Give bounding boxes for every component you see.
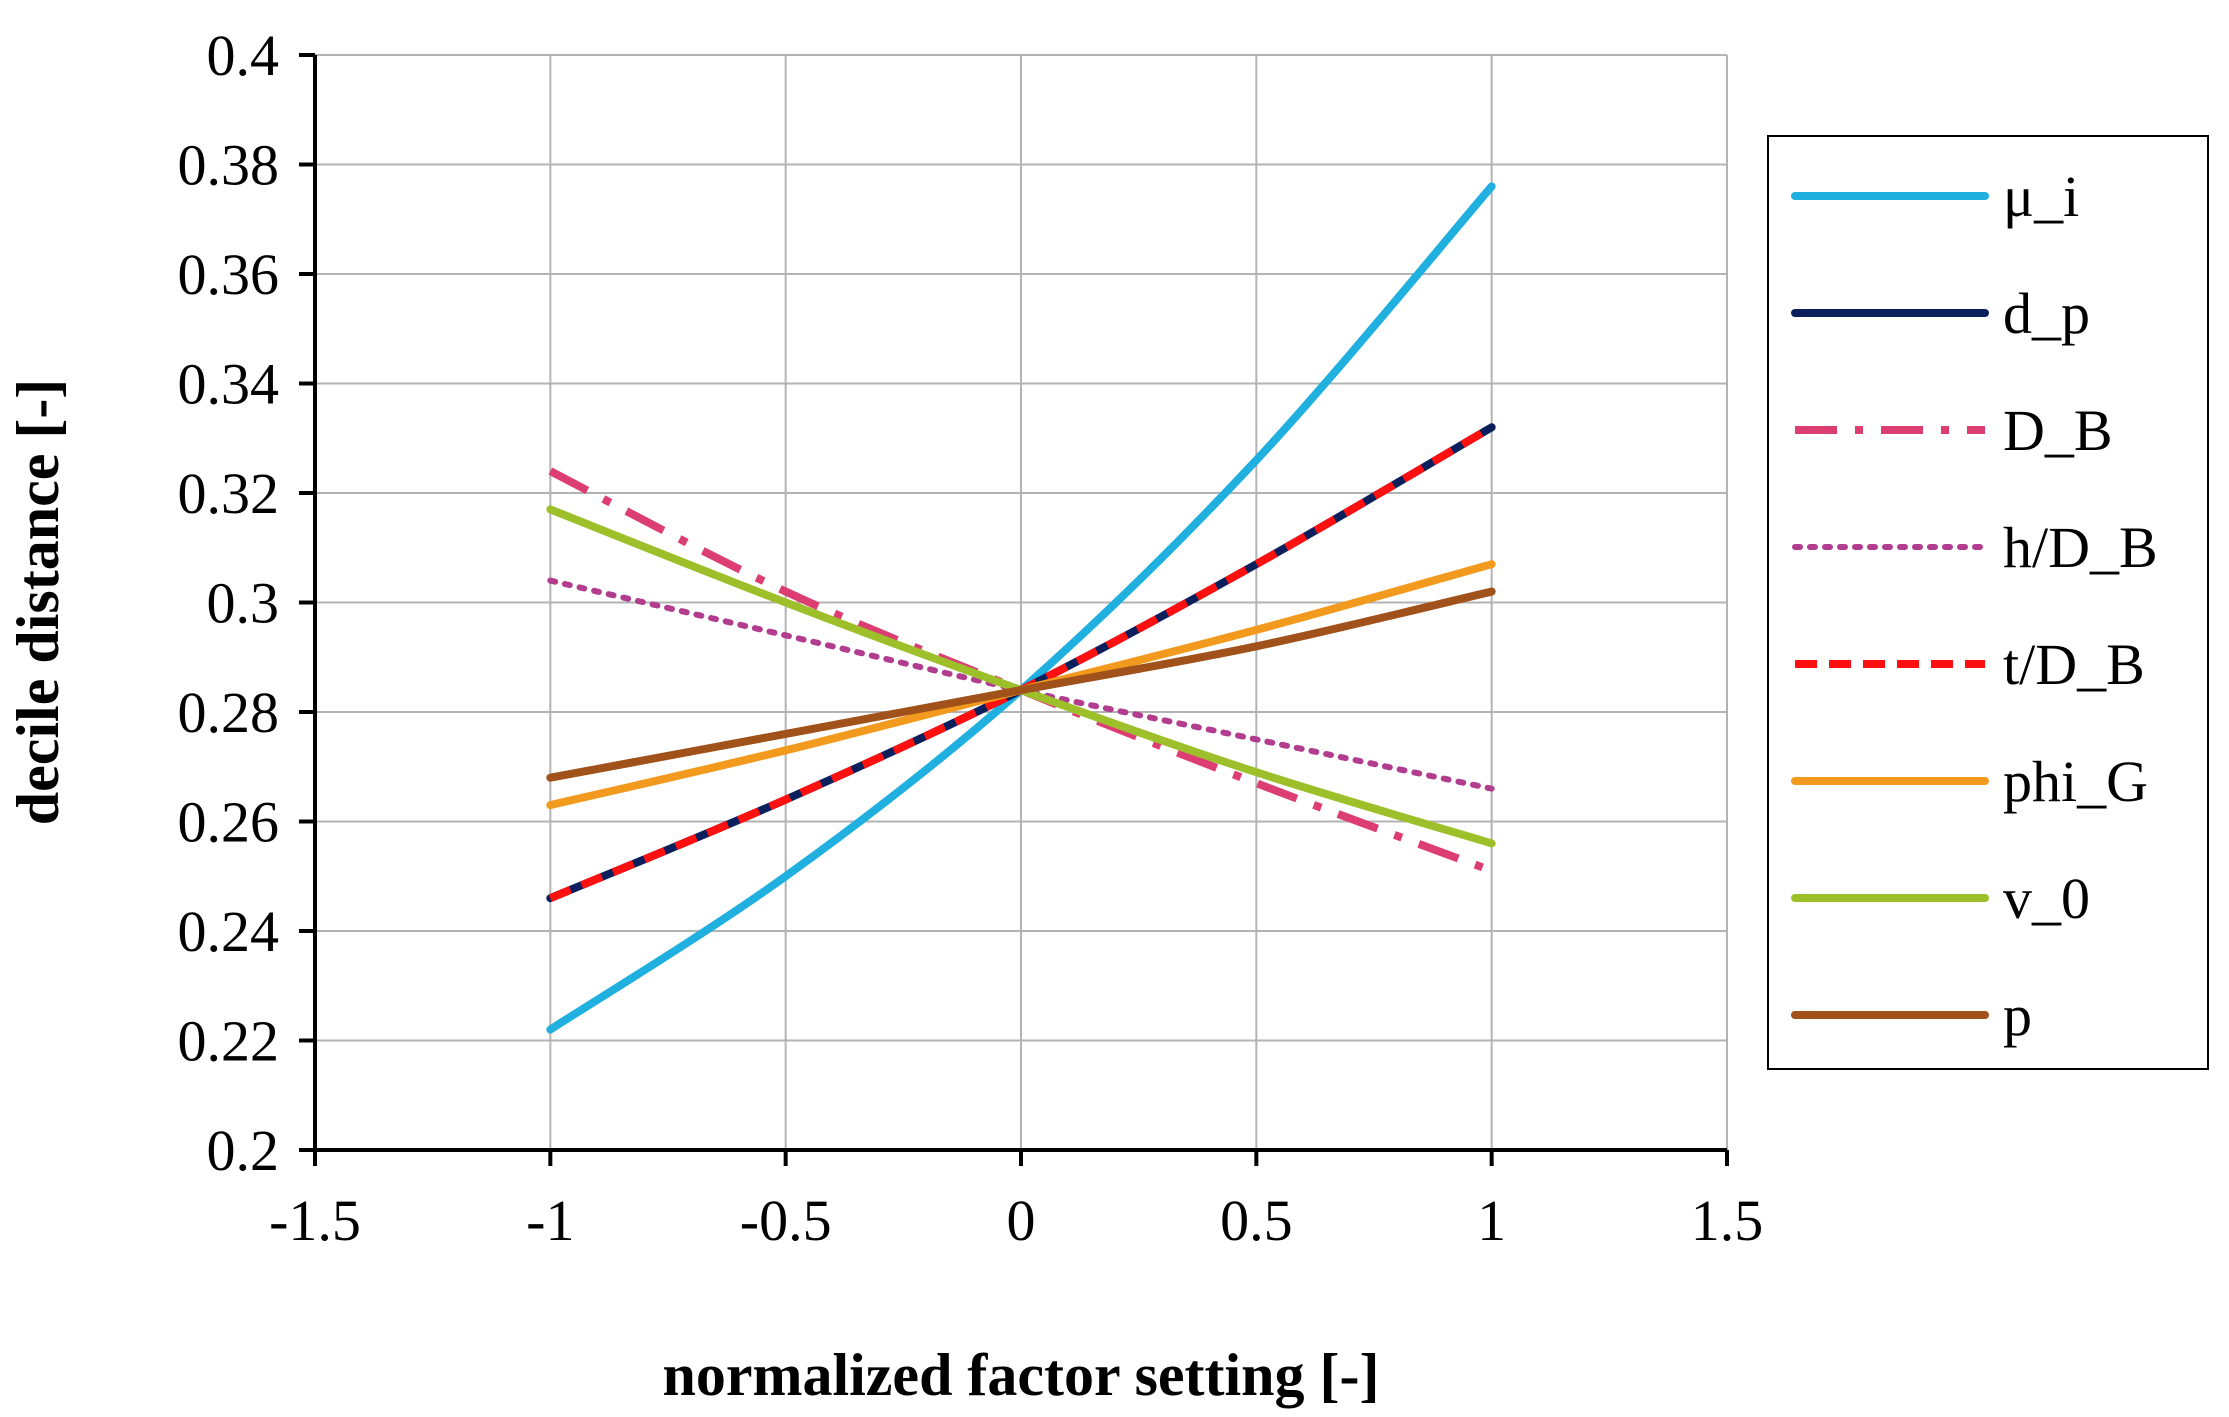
x-tick-label-5: 1 — [1477, 1188, 1506, 1253]
legend-label-1: d_p — [2003, 281, 2090, 346]
legend-label-2: D_B — [2003, 398, 2113, 463]
legend: μ_i d_p D_B h/D_B t/D_B phi_G v_0p — [1767, 135, 2209, 1070]
y-tick-label-1: 0.22 — [178, 1009, 280, 1074]
legend-label-4: t/D_B — [2003, 632, 2145, 697]
x-axis-title: normalized factor setting [-] — [662, 1342, 1379, 1408]
legend-label-5: phi_G — [2003, 749, 2148, 814]
y-tick-label-6: 0.32 — [178, 461, 280, 526]
y-tick-label-3: 0.26 — [178, 790, 280, 855]
legend-box — [1767, 135, 2209, 1070]
x-tick-label-4: 0.5 — [1220, 1188, 1293, 1253]
y-tick-label-0: 0.2 — [207, 1118, 280, 1183]
y-tick-label-5: 0.3 — [207, 571, 280, 636]
gridlines — [315, 54, 1728, 1150]
series-line-0 — [546, 182, 1496, 1034]
legend-label-3: h/D_B — [2003, 515, 2158, 580]
legend-label-7: p — [2003, 983, 2032, 1048]
x-tick-label-6: 1.5 — [1691, 1188, 1764, 1253]
legend-label-6: v_0 — [2003, 866, 2090, 931]
y-tick-label-10: 0.4 — [207, 23, 280, 88]
x-tick-label-2: -0.5 — [740, 1188, 832, 1253]
legend-label-0: μ_i — [2003, 164, 2079, 229]
y-tick-label-9: 0.38 — [178, 133, 280, 198]
x-tick-labels: -1.5 -1 -0.5 0 0.5 1 1.5 — [269, 1188, 1763, 1253]
y-axis-title: decile distance [-] — [5, 379, 71, 826]
axes — [299, 53, 1729, 1166]
y-tick-label-2: 0.24 — [178, 899, 280, 964]
series-line-7 — [546, 587, 1496, 782]
legend-items: μ_i d_p D_B h/D_B t/D_B phi_G v_0p — [1791, 164, 2158, 1048]
x-tick-label-3: 0 — [1007, 1188, 1036, 1253]
y-tick-label-7: 0.34 — [178, 352, 280, 417]
x-tick-label-0: -1.5 — [269, 1188, 361, 1253]
x-tick-label-1: -1 — [526, 1188, 574, 1253]
y-tick-label-8: 0.36 — [178, 242, 280, 307]
y-tick-labels: 0.2 0.22 0.24 0.26 0.28 0.3 0.32 0.34 0.36 0.38 0.… — [178, 23, 280, 1183]
y-tick-label-4: 0.28 — [178, 680, 280, 745]
series-lines — [546, 182, 1496, 1034]
